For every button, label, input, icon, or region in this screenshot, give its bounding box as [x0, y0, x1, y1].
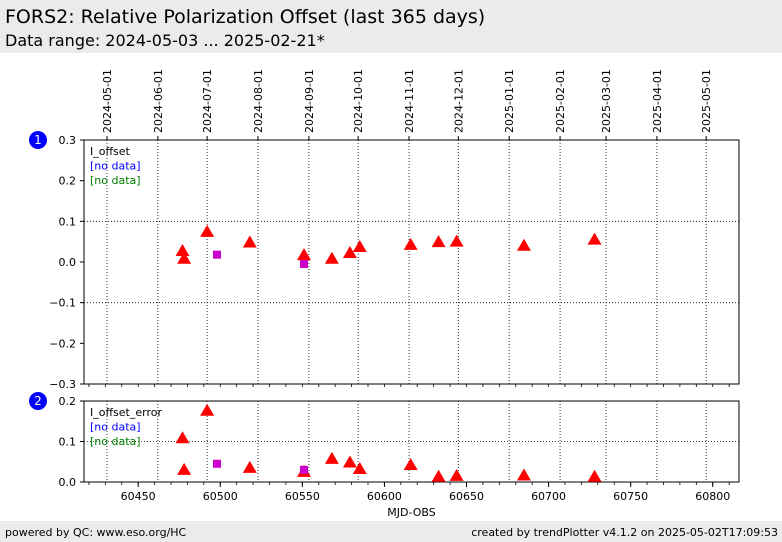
footer-bar: powered by QC: www.eso.org/HC created by… — [0, 521, 782, 542]
data-point-triangle — [587, 469, 602, 482]
data-point-triangle — [431, 235, 446, 248]
data-point-triangle — [352, 239, 367, 252]
panel-badge-2 — [29, 392, 47, 410]
legend-entry: I_offset_error — [90, 406, 162, 419]
data-point-triangle — [403, 237, 418, 250]
page-title: FORS2: Relative Polarization Offset (las… — [5, 6, 486, 28]
legend-entry: [no data] — [90, 421, 141, 434]
panel-badge-label: 2 — [34, 394, 42, 408]
data-point-triangle — [431, 469, 446, 482]
y-tick-label: −0.1 — [49, 297, 76, 310]
data-point-triangle — [516, 238, 531, 251]
date-tick-label: 2025-03-01 — [600, 69, 613, 133]
data-point-triangle — [342, 455, 357, 468]
panel-badge-1 — [29, 131, 47, 149]
date-tick-label: 2025-01-01 — [503, 69, 516, 133]
legend-entry: I_offset — [90, 145, 131, 158]
data-point-triangle — [324, 251, 339, 264]
plot-area-1 — [83, 139, 740, 385]
data-point-square — [212, 459, 221, 468]
x-tick-label: 60550 — [285, 490, 320, 503]
header-bar: FORS2: Relative Polarization Offset (las… — [0, 0, 782, 53]
x-tick-label: 60600 — [367, 490, 402, 503]
data-point-triangle — [296, 248, 311, 261]
data-point-triangle — [177, 462, 192, 475]
y-tick-label: −0.2 — [49, 337, 76, 350]
data-point-triangle — [242, 235, 257, 248]
date-tick-label: 2025-05-01 — [700, 69, 713, 133]
x-tick-label: 60700 — [531, 490, 566, 503]
data-point-square — [212, 250, 221, 259]
x-tick-label: 60450 — [121, 490, 156, 503]
data-point-square — [299, 465, 308, 474]
date-tick-label: 2024-10-01 — [352, 69, 365, 133]
data-point-triangle — [449, 234, 464, 247]
date-tick-label: 2025-04-01 — [651, 69, 664, 133]
date-tick-label: 2024-07-01 — [201, 69, 214, 133]
date-tick-label: 2024-12-01 — [452, 69, 465, 133]
x-tick-label: 60800 — [695, 490, 730, 503]
date-tick-label: 2024-08-01 — [252, 69, 265, 133]
data-point-triangle — [242, 460, 257, 473]
data-point-triangle — [587, 232, 602, 245]
x-tick-label: 60500 — [203, 490, 238, 503]
footer-credit: powered by QC: www.eso.org/HC — [5, 526, 187, 539]
date-tick-label: 2024-11-01 — [403, 69, 416, 133]
data-point-triangle — [342, 246, 357, 259]
date-tick-label: 2024-09-01 — [303, 69, 316, 133]
data-point-triangle — [175, 244, 190, 257]
legend-entry: [no data] — [90, 160, 141, 173]
x-axis-label: MJD-OBS — [387, 506, 435, 519]
footer-generator: created by trendPlotter v4.1.2 on 2025-0… — [471, 526, 778, 539]
panel-badge-label: 1 — [34, 133, 42, 147]
data-point-triangle — [403, 457, 418, 470]
data-point-triangle — [449, 468, 464, 481]
data-point-triangle — [175, 431, 190, 444]
data-point-triangle — [200, 224, 215, 237]
x-tick-label: 60650 — [449, 490, 484, 503]
data-point-triangle — [324, 451, 339, 464]
y-tick-label: 0.1 — [59, 215, 77, 228]
data-point-triangle — [352, 462, 367, 475]
legend-entry: [no data] — [90, 435, 141, 448]
x-tick-label: 60750 — [613, 490, 648, 503]
y-tick-label: 0.2 — [59, 395, 77, 408]
legend-entry: [no data] — [90, 174, 141, 187]
data-point-triangle — [177, 251, 192, 264]
data-point-square — [299, 260, 308, 269]
y-tick-label: 0.2 — [59, 175, 77, 188]
date-tick-label: 2025-02-01 — [554, 69, 567, 133]
data-range-subtitle: Data range: 2024-05-03 ... 2025-02-21* — [5, 31, 325, 50]
y-tick-label: 0.0 — [59, 476, 77, 489]
y-tick-label: 0.0 — [59, 256, 77, 269]
y-tick-label: 0.1 — [59, 436, 77, 449]
data-point-triangle — [516, 468, 531, 481]
y-tick-label: 0.3 — [59, 134, 77, 147]
data-point-triangle — [200, 403, 215, 416]
date-tick-label: 2024-05-01 — [101, 69, 114, 133]
y-tick-label: −0.3 — [49, 378, 76, 391]
date-tick-label: 2024-06-01 — [152, 69, 165, 133]
